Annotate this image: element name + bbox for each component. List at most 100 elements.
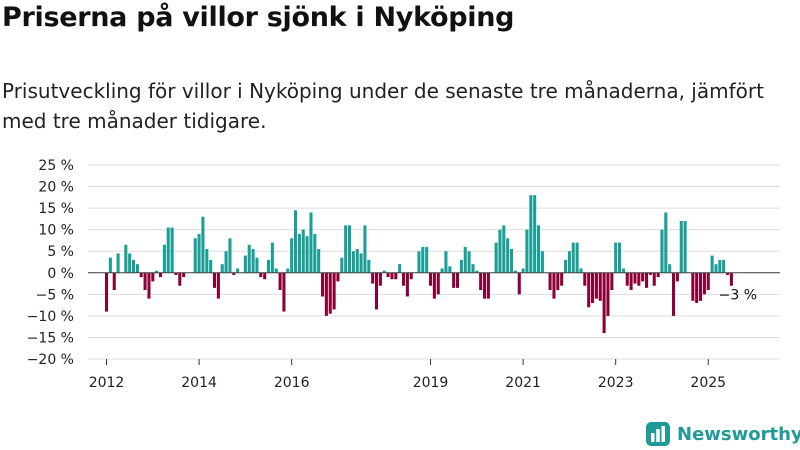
y-tick-label: 25 %	[38, 158, 74, 174]
bar	[417, 251, 421, 273]
bar	[390, 272, 394, 280]
bar	[656, 272, 660, 278]
bar	[591, 272, 595, 303]
bar	[564, 259, 568, 273]
bar	[274, 268, 278, 273]
bar	[309, 212, 313, 273]
bar	[147, 272, 151, 299]
bar	[691, 272, 695, 301]
bar	[506, 238, 510, 273]
x-tick-label: 2019	[413, 375, 449, 391]
bar	[610, 272, 614, 291]
bar	[405, 272, 409, 297]
bar	[652, 272, 656, 286]
bar	[216, 272, 220, 299]
bar	[398, 264, 402, 273]
bar	[220, 264, 224, 273]
bar	[517, 272, 521, 295]
bar	[567, 251, 571, 273]
y-tick-label: 15 %	[38, 201, 74, 217]
bar	[479, 272, 483, 291]
bar	[328, 272, 332, 314]
bar	[293, 210, 298, 273]
page-title: Priserna på villor sjönk i Nyköping	[2, 2, 515, 33]
y-tick-label: 20 %	[38, 180, 74, 196]
y-tick-label: 10 %	[38, 223, 74, 239]
bar	[421, 246, 425, 273]
bar	[598, 272, 602, 301]
bar	[432, 272, 436, 299]
bar	[224, 251, 228, 273]
bar	[579, 268, 583, 273]
bar	[602, 272, 606, 334]
bar	[359, 253, 363, 273]
x-tick-label: 2025	[690, 375, 726, 391]
bar	[313, 233, 317, 273]
bar	[131, 259, 136, 273]
bar	[139, 272, 143, 278]
bar	[668, 264, 672, 273]
bar	[340, 257, 344, 273]
bar	[729, 272, 733, 286]
bar	[637, 272, 641, 286]
bar	[483, 272, 487, 299]
y-tick-label: −20 %	[27, 352, 74, 368]
bar	[128, 253, 132, 273]
bar	[178, 272, 182, 286]
bar	[587, 272, 591, 308]
bar	[355, 249, 359, 273]
bar	[243, 255, 247, 273]
bar	[467, 251, 471, 273]
bar	[679, 221, 683, 273]
brand-name: Newsworthy	[677, 423, 800, 445]
bar	[645, 272, 649, 288]
bar	[494, 242, 498, 273]
bar	[104, 272, 109, 312]
bar	[444, 251, 448, 273]
bar	[695, 272, 699, 303]
bar	[371, 272, 375, 284]
bar	[702, 272, 706, 295]
page-subtitle: Prisutveckling för villor i Nyköping und…	[2, 79, 764, 133]
bar	[162, 244, 166, 273]
bar	[710, 255, 714, 273]
bar	[510, 249, 514, 273]
bar	[463, 246, 467, 273]
bar	[367, 259, 371, 273]
bar	[722, 259, 726, 273]
bar	[452, 272, 456, 288]
bar	[428, 272, 433, 286]
bar	[290, 238, 294, 273]
y-tick-label: 5 %	[47, 244, 74, 260]
x-tick-label: 2014	[181, 375, 217, 391]
bar	[259, 272, 263, 278]
bar	[440, 268, 444, 273]
bar	[560, 272, 564, 286]
bar	[402, 272, 406, 286]
bar	[714, 264, 718, 273]
bar	[112, 272, 116, 291]
bar	[205, 249, 209, 273]
bar	[266, 259, 271, 273]
bar	[278, 272, 282, 291]
bar	[116, 253, 120, 273]
bar	[583, 272, 587, 286]
bar	[455, 272, 460, 288]
bar	[212, 272, 217, 288]
bar	[317, 249, 321, 273]
y-tick-label: 0 %	[47, 266, 74, 282]
bar	[726, 272, 730, 275]
bar	[606, 272, 610, 316]
x-tick-label: 2021	[505, 375, 541, 391]
bar	[394, 272, 398, 280]
bar	[552, 272, 556, 299]
annotation-label: −3 %	[719, 288, 757, 304]
bar	[324, 272, 328, 316]
bar	[159, 272, 163, 278]
bar	[155, 270, 159, 273]
bar	[228, 238, 232, 273]
bar	[614, 242, 618, 273]
bar	[698, 272, 703, 301]
bar	[718, 259, 722, 273]
